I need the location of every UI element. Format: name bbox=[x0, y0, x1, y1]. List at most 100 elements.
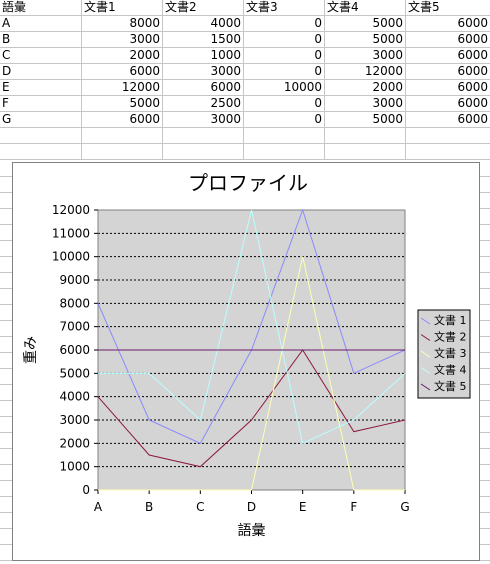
value-cell[interactable]: 0 bbox=[244, 112, 325, 127]
header-cell[interactable]: 文書1 bbox=[82, 0, 163, 15]
term-cell[interactable]: D bbox=[0, 64, 82, 79]
value-cell[interactable]: 5000 bbox=[82, 96, 163, 111]
value-cell[interactable]: 10000 bbox=[244, 80, 325, 95]
y-tick-label: 5000 bbox=[59, 366, 90, 380]
legend-entry[interactable]: 文書 2 bbox=[434, 330, 467, 344]
sheet-gridline bbox=[0, 560, 12, 561]
sheet-gridline bbox=[0, 368, 12, 369]
header-cell[interactable]: 文書2 bbox=[163, 0, 244, 15]
value-cell[interactable]: 6000 bbox=[457, 112, 488, 126]
legend-swatch bbox=[420, 350, 431, 358]
value-cell[interactable]: 3000 bbox=[163, 64, 244, 79]
value-cell[interactable]: 5000 bbox=[325, 32, 406, 47]
sheet-gridline bbox=[0, 400, 12, 401]
x-tick-label: A bbox=[94, 500, 103, 514]
chart-area[interactable]: プロファイル 0 1000 2000 3000 4000 5000 6000 7000 8000… bbox=[12, 162, 480, 561]
empty-cell[interactable] bbox=[244, 144, 325, 159]
empty-cell[interactable] bbox=[325, 144, 406, 159]
empty-row bbox=[0, 128, 490, 144]
term-cell[interactable]: A bbox=[0, 16, 82, 31]
empty-cell[interactable] bbox=[0, 144, 82, 159]
x-tick-label: C bbox=[196, 500, 204, 514]
sheet-gridline bbox=[0, 304, 12, 305]
y-tick-label: 0 bbox=[82, 483, 90, 497]
empty-cell[interactable] bbox=[0, 128, 82, 143]
header-cell[interactable]: 語彙 bbox=[0, 0, 82, 15]
legend-entry[interactable]: 文書 4 bbox=[434, 363, 467, 377]
header-cell[interactable]: 文書5 bbox=[408, 0, 440, 14]
header-cell[interactable]: 文書4 bbox=[325, 0, 406, 15]
value-cell[interactable]: 3000 bbox=[163, 112, 244, 127]
y-tick-label: 11000 bbox=[52, 226, 90, 240]
value-cell[interactable]: 0 bbox=[244, 96, 325, 111]
value-cell[interactable]: 2000 bbox=[325, 80, 406, 95]
value-cell[interactable]: 0 bbox=[244, 64, 325, 79]
value-cell[interactable]: 5000 bbox=[325, 16, 406, 31]
value-cell[interactable]: 0 bbox=[244, 32, 325, 47]
legend-swatch bbox=[420, 334, 431, 341]
y-tick-label: 1000 bbox=[59, 460, 90, 474]
value-cell[interactable]: 8000 bbox=[82, 16, 163, 31]
y-tick-label: 4000 bbox=[59, 390, 90, 404]
legend-entry[interactable]: 文書 5 bbox=[434, 379, 467, 393]
value-cell[interactable]: 6000 bbox=[457, 96, 488, 110]
legend[interactable]: 文書 1 文書 2 文書 3 文書 4 文書 5 bbox=[417, 309, 471, 399]
empty-cell[interactable] bbox=[163, 144, 244, 159]
sheet-gridline bbox=[0, 192, 12, 193]
chart-title: プロファイル bbox=[188, 171, 308, 195]
y-axis-title: 重み bbox=[23, 336, 39, 364]
value-cell[interactable]: 6000 bbox=[457, 32, 488, 46]
sheet-gridline bbox=[480, 528, 490, 529]
value-cell[interactable]: 6000 bbox=[457, 16, 488, 30]
value-cell[interactable]: 6000 bbox=[457, 64, 488, 78]
empty-cell[interactable] bbox=[244, 128, 325, 143]
table-row: C 2000 1000 0 3000 6000 bbox=[0, 48, 490, 64]
value-cell[interactable]: 0 bbox=[244, 48, 325, 63]
x-tick-label: E bbox=[299, 500, 307, 514]
empty-cell[interactable] bbox=[82, 144, 163, 159]
empty-cell[interactable] bbox=[406, 128, 490, 143]
series-line-2 bbox=[97, 349, 406, 468]
sheet-gridline bbox=[480, 400, 490, 401]
value-cell[interactable]: 2500 bbox=[163, 96, 244, 111]
empty-cell[interactable] bbox=[82, 128, 163, 143]
value-cell[interactable]: 6000 bbox=[82, 64, 163, 79]
term-cell[interactable]: G bbox=[0, 112, 82, 127]
value-cell[interactable]: 12000 bbox=[325, 64, 406, 79]
sheet-gridline bbox=[0, 336, 12, 337]
header-cell[interactable]: 文書3 bbox=[244, 0, 325, 15]
value-cell[interactable]: 6000 bbox=[457, 80, 488, 94]
sheet-gridline bbox=[480, 288, 490, 289]
value-cell[interactable]: 1500 bbox=[163, 32, 244, 47]
sheet-gridline bbox=[480, 368, 490, 369]
term-cell[interactable]: F bbox=[0, 96, 82, 111]
x-axis-title: 語彙 bbox=[238, 523, 266, 539]
value-cell[interactable]: 4000 bbox=[163, 16, 244, 31]
legend-entry[interactable]: 文書 1 bbox=[434, 313, 467, 327]
sheet-gridline bbox=[0, 240, 12, 241]
value-cell[interactable]: 6000 bbox=[82, 112, 163, 127]
sheet-gridline bbox=[480, 512, 490, 513]
y-tick-label: 12000 bbox=[52, 203, 90, 217]
value-cell[interactable]: 0 bbox=[244, 16, 325, 31]
value-cell[interactable]: 12000 bbox=[82, 80, 163, 95]
term-cell[interactable]: B bbox=[0, 32, 82, 47]
term-cell[interactable]: E bbox=[0, 80, 82, 95]
value-cell[interactable]: 3000 bbox=[82, 32, 163, 47]
line-chart: プロファイル 0 1000 2000 3000 4000 5000 6000 7000 8000… bbox=[23, 171, 471, 539]
value-cell[interactable]: 1000 bbox=[163, 48, 244, 63]
value-cell[interactable]: 3000 bbox=[325, 96, 406, 111]
empty-cell[interactable] bbox=[163, 128, 244, 143]
y-tick-label: 3000 bbox=[59, 413, 90, 427]
value-cell[interactable]: 6000 bbox=[163, 80, 244, 95]
empty-cell[interactable] bbox=[325, 128, 406, 143]
value-cell[interactable]: 2000 bbox=[82, 48, 163, 63]
empty-cell[interactable] bbox=[406, 144, 490, 159]
legend-swatch bbox=[420, 317, 431, 325]
value-cell[interactable]: 6000 bbox=[457, 48, 488, 62]
sheet-gridline bbox=[0, 448, 12, 449]
value-cell[interactable]: 3000 bbox=[325, 48, 406, 63]
value-cell[interactable]: 5000 bbox=[325, 112, 406, 127]
legend-entry[interactable]: 文書 3 bbox=[434, 346, 467, 360]
term-cell[interactable]: C bbox=[0, 48, 82, 63]
